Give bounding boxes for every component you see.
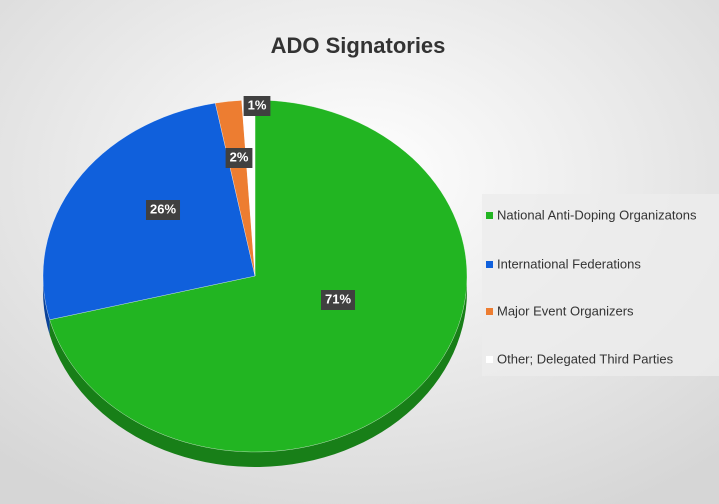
legend-label: Other; Delegated Third Parties (497, 351, 674, 366)
data-label-box (225, 148, 253, 168)
data-label: 1% (248, 97, 267, 112)
legend-box (482, 194, 719, 376)
legend-label: International Federations (497, 256, 641, 271)
pie (42, 99, 468, 467)
legend-swatch (486, 308, 493, 315)
data-label-box (145, 200, 181, 220)
data-labels: 71% 26% 2% 1% (145, 96, 356, 310)
data-label: 71% (325, 291, 351, 306)
legend-label: Major Event Organizers (497, 303, 634, 318)
legend-swatch (486, 356, 493, 363)
legend: National Anti-Doping Organizatons Interna… (486, 207, 697, 366)
data-label-box (243, 96, 271, 116)
legend-label: National Anti-Doping Organizatons (497, 207, 697, 222)
chart-title: ADO Signatories (271, 33, 446, 58)
slice-side (43, 276, 50, 335)
data-label-box (320, 290, 356, 310)
slice (49, 99, 468, 453)
legend-swatch (486, 261, 493, 268)
legend-swatch (486, 212, 493, 219)
data-label: 26% (150, 201, 176, 216)
data-label: 2% (230, 149, 249, 164)
